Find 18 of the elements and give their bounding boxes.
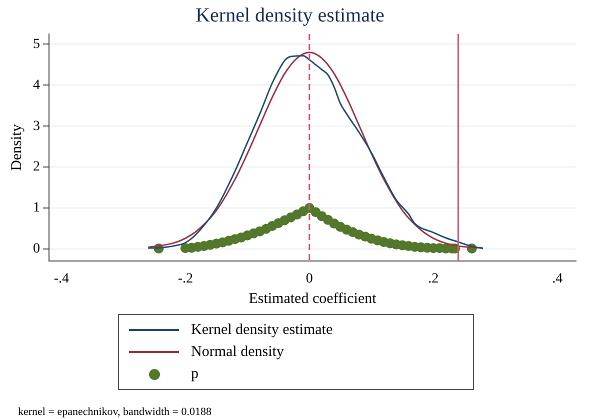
y-tick-label: 3 [33, 118, 40, 134]
y-tick-label: 0 [33, 242, 40, 257]
x-axis-title: Estimated coefficient [248, 290, 378, 307]
y-tick-label: 2 [33, 160, 40, 175]
legend-label: Normal density [191, 344, 284, 360]
y-tick-label: 5 [33, 36, 40, 52]
legend-label: Kernel density estimate [191, 322, 333, 338]
y-tick-label: 1 [33, 200, 40, 216]
x-tick-label: .4 [552, 271, 563, 286]
chart-title: Kernel density estimate [196, 4, 385, 26]
x-tick-label: 0 [306, 271, 313, 286]
text: kernel = epanechnikov, bandwidth = 0.0188 [18, 406, 212, 418]
x-tick-label: -.4 [54, 271, 69, 286]
x-tick-label: -.2 [178, 271, 193, 286]
x-tick-label: .2 [428, 271, 439, 286]
legend-label: p [191, 366, 198, 382]
y-tick-label: 4 [33, 78, 40, 93]
y-axis-title: Density [8, 124, 25, 171]
